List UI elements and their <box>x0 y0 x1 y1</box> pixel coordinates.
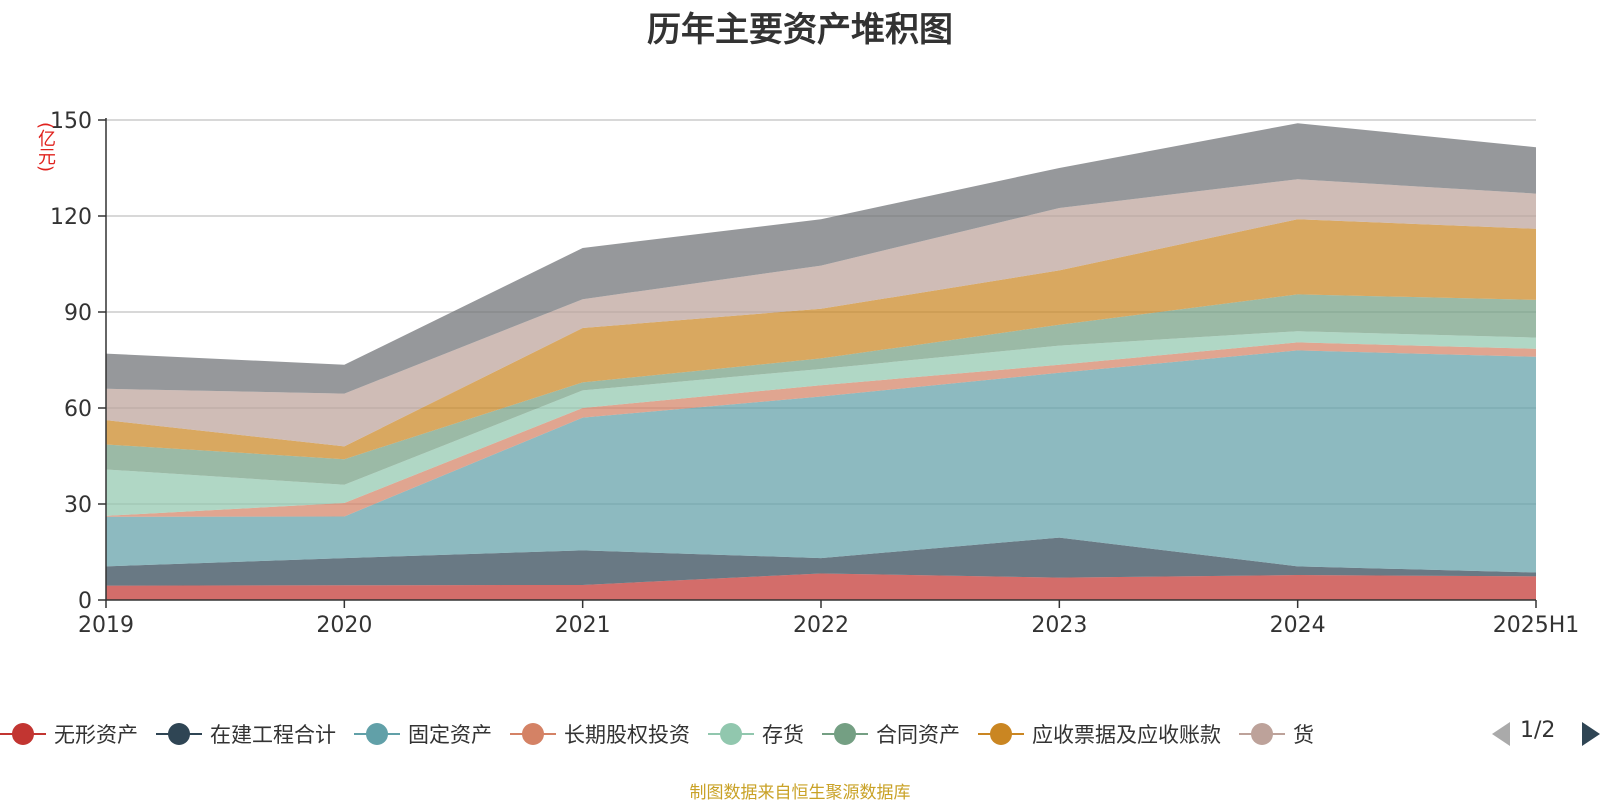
legend-item[interactable]: 货 <box>1239 716 1314 752</box>
area-series-6[interactable] <box>106 219 1536 460</box>
legend-label: 固定资产 <box>408 723 492 747</box>
legend-next-page-icon[interactable] <box>1582 722 1600 746</box>
x-tick-label: 2024 <box>1270 613 1326 638</box>
legend-label: 长期股权投资 <box>564 723 690 747</box>
legend-label: 合同资产 <box>876 723 960 747</box>
legend-page-label: 1/2 <box>1520 718 1556 743</box>
legend-prev-page-icon[interactable] <box>1492 722 1510 746</box>
legend-marker-icon <box>510 722 556 746</box>
legend-label: 货 <box>1293 723 1314 747</box>
area-series-5[interactable] <box>106 294 1536 485</box>
x-tick-label: 2022 <box>793 613 849 638</box>
legend: 无形资产 在建工程合计 固定资产 长期股权投资 存货 合同资产 应收票据及应收账款 货 <box>0 716 1480 752</box>
area-series-0[interactable] <box>106 573 1536 600</box>
y-tick-label: 0 <box>78 589 92 614</box>
area-series-7[interactable] <box>106 179 1536 447</box>
legend-item[interactable]: 无形资产 <box>0 716 138 752</box>
area-series <box>106 123 1536 600</box>
legend-item[interactable]: 在建工程合计 <box>156 716 336 752</box>
x-tick-label: 2020 <box>316 613 372 638</box>
y-tick-label: 30 <box>64 493 92 518</box>
legend-item[interactable]: 应收票据及应收账款 <box>978 716 1221 752</box>
legend-item[interactable]: 合同资产 <box>822 716 960 752</box>
data-source-note: 制图数据来自恒生聚源数据库 <box>689 783 911 803</box>
y-tick-label: 90 <box>64 301 92 326</box>
legend-label: 在建工程合计 <box>210 723 336 747</box>
x-tick-label: 2019 <box>78 613 134 638</box>
axes: 0 30 60 90 120 150 2019 2020 2021 2022 2023 2024 202… <box>50 109 1579 638</box>
legend-item[interactable]: 长期股权投资 <box>510 716 690 752</box>
legend-label: 无形资产 <box>54 723 138 747</box>
legend-marker-icon <box>1239 722 1285 746</box>
legend-marker-icon <box>354 722 400 746</box>
x-tick-label: 2023 <box>1031 613 1087 638</box>
y-axis-unit-label: (亿元) <box>35 122 56 173</box>
x-tick-label: 2025H1 <box>1493 613 1580 638</box>
y-tick-label: 60 <box>64 397 92 422</box>
chart-title: 历年主要资产堆积图 <box>647 10 953 50</box>
legend-marker-icon <box>822 722 868 746</box>
legend-item[interactable]: 存货 <box>708 716 804 752</box>
legend-pager: 1/2 <box>1492 716 1600 752</box>
legend-marker-icon <box>0 722 46 746</box>
legend-marker-icon <box>156 722 202 746</box>
x-tick-label: 2021 <box>555 613 611 638</box>
legend-label: 应收票据及应收账款 <box>1032 723 1221 747</box>
area-series-4[interactable] <box>106 331 1536 516</box>
y-tick-label: 120 <box>50 205 92 230</box>
legend-item[interactable]: 固定资产 <box>354 716 492 752</box>
area-series-1[interactable] <box>106 537 1536 586</box>
legend-label: 存货 <box>762 723 804 747</box>
area-series-8[interactable] <box>106 123 1536 394</box>
y-tick-label: 150 <box>50 109 92 134</box>
stacked-area-chart: 0 30 60 90 120 150 2019 2020 2021 2022 2023 2024 202… <box>50 109 1579 638</box>
area-series-2[interactable] <box>106 350 1536 573</box>
legend-marker-icon <box>978 722 1024 746</box>
legend-marker-icon <box>708 722 754 746</box>
